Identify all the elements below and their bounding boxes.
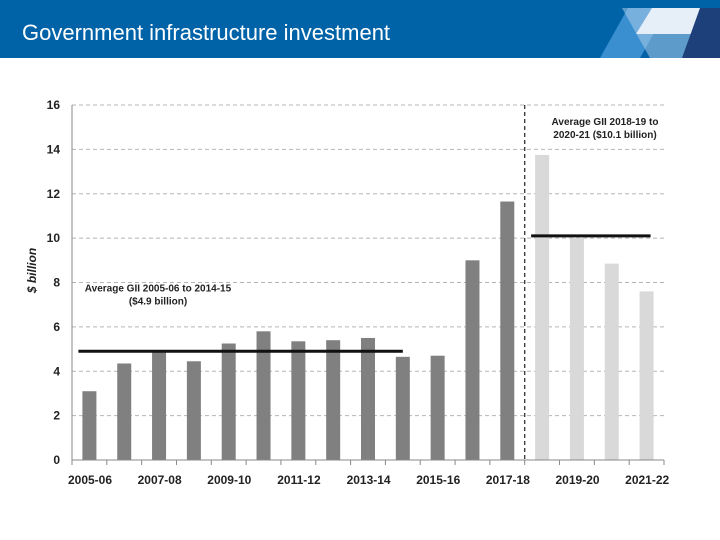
annotation-text: 2020-21 ($10.1 billion) (553, 130, 656, 141)
x-tick-label: 2005-06 (68, 473, 112, 487)
y-tick-label: 8 (53, 276, 60, 290)
x-tick-labels: 2005-06 2007-08 2009-10 2011-12 2013-14 2015-… (68, 473, 670, 487)
bar-2012-13 (326, 340, 341, 460)
average-lines (78, 234, 651, 353)
bar-2006-07 (117, 363, 132, 460)
bar-2018-19 (535, 154, 550, 460)
annotation-text: ($4.9 billion) (129, 296, 187, 307)
y-axis-label: $ billion (25, 248, 39, 294)
header-bar: Government infrastructure investment (0, 0, 720, 58)
bar-2005-06 (82, 391, 97, 460)
x-tick-label: 2019-20 (556, 473, 600, 487)
bar-2014-15 (395, 356, 410, 460)
x-tick-label: 2021-22 (625, 473, 669, 487)
bar-2020-21 (604, 263, 619, 460)
chart-annotations: Average GII 2005-06 to 2014-15 ($4.9 bill… (85, 117, 659, 307)
annotation-text: Average GII 2005-06 to 2014-15 (85, 283, 232, 294)
bar-2009-10 (221, 343, 236, 460)
header-stripe-4 (682, 8, 720, 58)
x-tick-label: 2007-08 (138, 473, 182, 487)
bar-2017-18 (500, 201, 515, 460)
annotation-text: Average GII 2018-19 to (552, 117, 659, 128)
bar-2015-16 (430, 355, 445, 460)
y-tick-labels: 0 2 4 6 8 10 12 14 16 (47, 98, 61, 467)
y-tick-label: 0 (53, 453, 60, 467)
bar-2007-08 (152, 351, 167, 460)
bar-2013-14 (361, 337, 375, 460)
x-tick-label: 2013-14 (347, 473, 391, 487)
bar-2021-22 (639, 291, 654, 460)
x-tick-label: 2015-16 (416, 473, 460, 487)
header-decoration (600, 8, 720, 58)
bar-2019-20 (569, 238, 584, 460)
page-title: Government infrastructure investment (22, 20, 391, 45)
y-tick-label: 6 (53, 320, 60, 334)
bar-2008-09 (186, 361, 201, 460)
bar-2011-12 (291, 341, 306, 460)
x-tick-label: 2017-18 (486, 473, 530, 487)
x-tick-label: 2011-12 (277, 473, 321, 487)
chart-bars (82, 154, 654, 460)
x-tick-label: 2009-10 (207, 473, 251, 487)
y-tick-label: 16 (47, 98, 61, 112)
y-tick-label: 14 (47, 142, 61, 156)
bar-2016-17 (465, 260, 480, 460)
y-tick-label: 4 (53, 364, 60, 378)
bar-2010-11 (256, 331, 271, 460)
y-tick-label: 10 (47, 231, 61, 245)
chart-axes (71, 105, 665, 465)
y-tick-label: 2 (53, 409, 60, 423)
y-tick-label: 12 (47, 187, 61, 201)
